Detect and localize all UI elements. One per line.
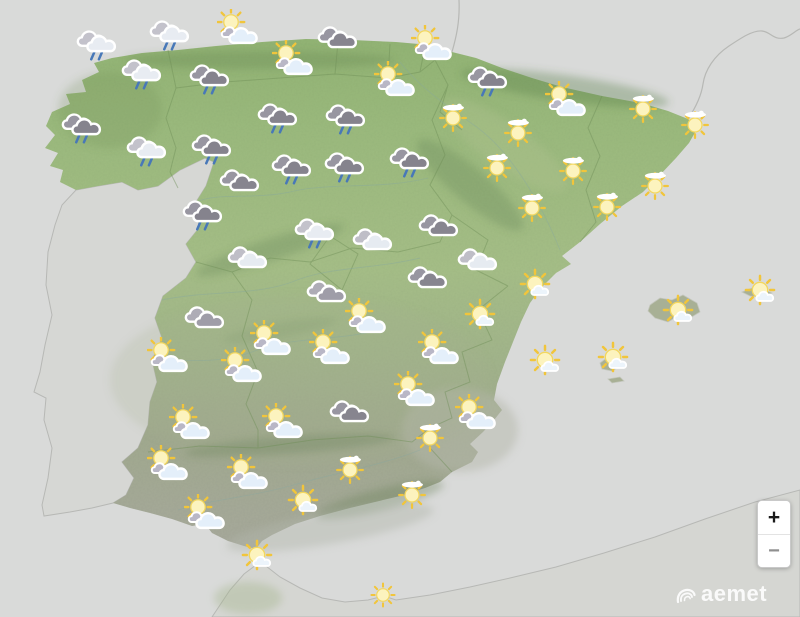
- france-coastline: [451, 0, 800, 120]
- weather-icon-sun-high-cloud: [440, 104, 466, 131]
- weather-icon-sun: [371, 583, 394, 606]
- weather-icon-sun-high-cloud: [630, 95, 656, 122]
- weather-icon-sun-high-cloud: [399, 481, 425, 508]
- weather-icon-sun-high-cloud: [560, 157, 586, 184]
- weather-icon-sun-small-cloud: [664, 296, 692, 324]
- weather-icon-sun-high-cloud: [337, 456, 363, 483]
- weather-icon-sun-high-cloud: [417, 424, 443, 451]
- weather-icon-sun-high-cloud: [519, 194, 545, 221]
- zoom-out-button[interactable]: −: [758, 534, 790, 567]
- weather-icon-sun-high-cloud: [682, 111, 708, 138]
- weather-icon-sun-high-cloud: [642, 172, 668, 199]
- zoom-control-divider: [758, 533, 790, 535]
- zoom-control: + −: [757, 500, 791, 568]
- weather-icon-sun-high-cloud: [505, 119, 531, 146]
- zoom-in-button[interactable]: +: [758, 501, 790, 534]
- weather-icon-sun-small-cloud: [746, 276, 774, 304]
- formentera-island: [607, 376, 625, 384]
- weather-icon-sun-high-cloud: [594, 193, 620, 220]
- weather-icon-sun-small-cloud: [521, 270, 549, 298]
- weather-icon-sun-small-cloud: [289, 486, 317, 514]
- weather-icon-sun-small-cloud: [531, 346, 559, 374]
- weather-icon-sun-small-cloud: [243, 541, 271, 569]
- weather-icon-sun-small-cloud: [466, 300, 494, 328]
- weather-icon-sun-small-cloud: [599, 343, 627, 371]
- weather-icon-sun-high-cloud: [484, 154, 510, 181]
